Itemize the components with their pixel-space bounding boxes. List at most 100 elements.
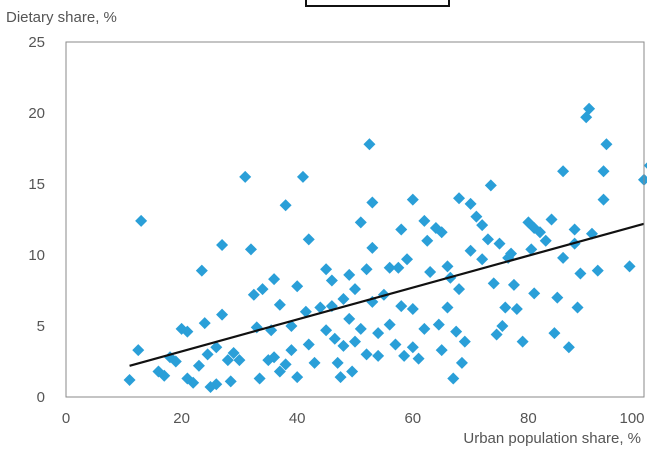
data-point <box>343 313 355 325</box>
data-point <box>309 357 321 369</box>
data-point <box>433 319 445 331</box>
data-point <box>441 260 453 272</box>
data-point <box>335 371 347 383</box>
y-tick-label: 5 <box>37 318 45 335</box>
y-tick-label: 20 <box>28 105 45 122</box>
data-point <box>285 344 297 356</box>
data-point <box>225 375 237 387</box>
data-point <box>450 326 462 338</box>
data-point <box>465 198 477 210</box>
data-point <box>337 293 349 305</box>
data-point <box>326 275 338 287</box>
data-point <box>528 287 540 299</box>
data-point <box>303 233 315 245</box>
data-point <box>363 138 375 150</box>
data-point <box>216 309 228 321</box>
data-point <box>320 263 332 275</box>
data-point <box>245 243 257 255</box>
data-point <box>600 138 612 150</box>
data-point <box>574 267 586 279</box>
data-point <box>598 194 610 206</box>
y-tick-label: 10 <box>28 247 45 264</box>
data-point <box>485 179 497 191</box>
data-point <box>395 223 407 235</box>
data-point <box>624 260 636 272</box>
data-point <box>291 280 303 292</box>
data-point <box>349 336 361 348</box>
data-point <box>557 252 569 264</box>
data-point <box>407 341 419 353</box>
data-point <box>343 269 355 281</box>
data-point <box>398 350 410 362</box>
data-point <box>274 299 286 311</box>
data-point <box>592 265 604 277</box>
x-axis-title: Urban population share, % <box>463 430 641 447</box>
data-point <box>569 223 581 235</box>
data-point <box>508 279 520 291</box>
data-point <box>384 319 396 331</box>
data-point <box>332 357 344 369</box>
data-point <box>638 174 647 186</box>
points-layer <box>124 103 647 393</box>
data-point <box>297 171 309 183</box>
data-point <box>598 165 610 177</box>
data-point <box>421 235 433 247</box>
data-point <box>366 196 378 208</box>
data-point <box>202 348 214 360</box>
data-point <box>389 338 401 350</box>
data-point <box>465 245 477 257</box>
data-point <box>441 302 453 314</box>
data-point <box>355 323 367 335</box>
y-axis-title: Dietary share, % <box>6 9 117 26</box>
data-point <box>557 165 569 177</box>
data-point <box>361 348 373 360</box>
data-point <box>563 341 575 353</box>
data-point <box>361 263 373 275</box>
data-point <box>329 333 341 345</box>
data-point <box>303 338 315 350</box>
data-point <box>453 283 465 295</box>
data-point <box>372 350 384 362</box>
data-point <box>511 303 523 315</box>
data-point <box>291 371 303 383</box>
data-point <box>401 253 413 265</box>
data-point <box>546 214 558 226</box>
data-point <box>199 317 211 329</box>
x-tick-label: 100 <box>619 410 644 427</box>
x-tick-label: 80 <box>520 410 537 427</box>
cropped-header-box <box>306 0 449 6</box>
data-point <box>488 277 500 289</box>
data-point <box>459 336 471 348</box>
data-point <box>193 360 205 372</box>
data-point <box>424 266 436 278</box>
data-point <box>346 365 358 377</box>
data-point <box>418 323 430 335</box>
y-tick-labels: 0 5 10 15 20 25 <box>28 34 45 406</box>
data-point <box>482 233 494 245</box>
data-point <box>196 265 208 277</box>
data-point <box>349 283 361 295</box>
data-point <box>494 238 506 250</box>
x-tick-label: 20 <box>173 410 190 427</box>
x-tick-label: 60 <box>404 410 421 427</box>
x-tick-label: 40 <box>289 410 306 427</box>
y-tick-label: 25 <box>28 34 45 51</box>
data-point <box>456 357 468 369</box>
x-tick-label: 0 <box>62 410 70 427</box>
data-point <box>216 239 228 251</box>
data-point <box>280 199 292 211</box>
data-point <box>407 303 419 315</box>
data-point <box>366 242 378 254</box>
data-point <box>254 373 266 385</box>
data-point <box>572 302 584 314</box>
data-point <box>392 262 404 274</box>
data-point <box>355 216 367 228</box>
data-point <box>436 344 448 356</box>
data-point <box>132 344 144 356</box>
data-point <box>413 353 425 365</box>
data-point <box>320 324 332 336</box>
data-point <box>124 374 136 386</box>
data-point <box>418 215 430 227</box>
data-point <box>548 327 560 339</box>
